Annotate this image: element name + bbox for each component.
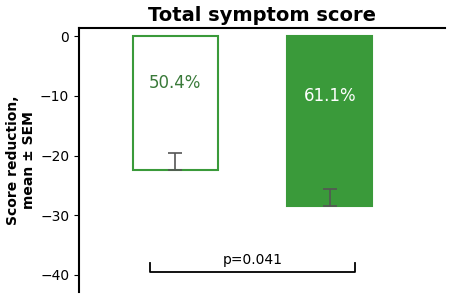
Y-axis label: Score reduction,
mean ± SEM: Score reduction, mean ± SEM: [5, 95, 36, 225]
Text: p=0.041: p=0.041: [222, 253, 282, 267]
Title: Total symptom score: Total symptom score: [148, 6, 376, 24]
Text: 50.4%: 50.4%: [149, 74, 202, 92]
Bar: [133, 36, 218, 170]
Bar: [287, 36, 372, 206]
Text: 61.1%: 61.1%: [304, 87, 356, 105]
